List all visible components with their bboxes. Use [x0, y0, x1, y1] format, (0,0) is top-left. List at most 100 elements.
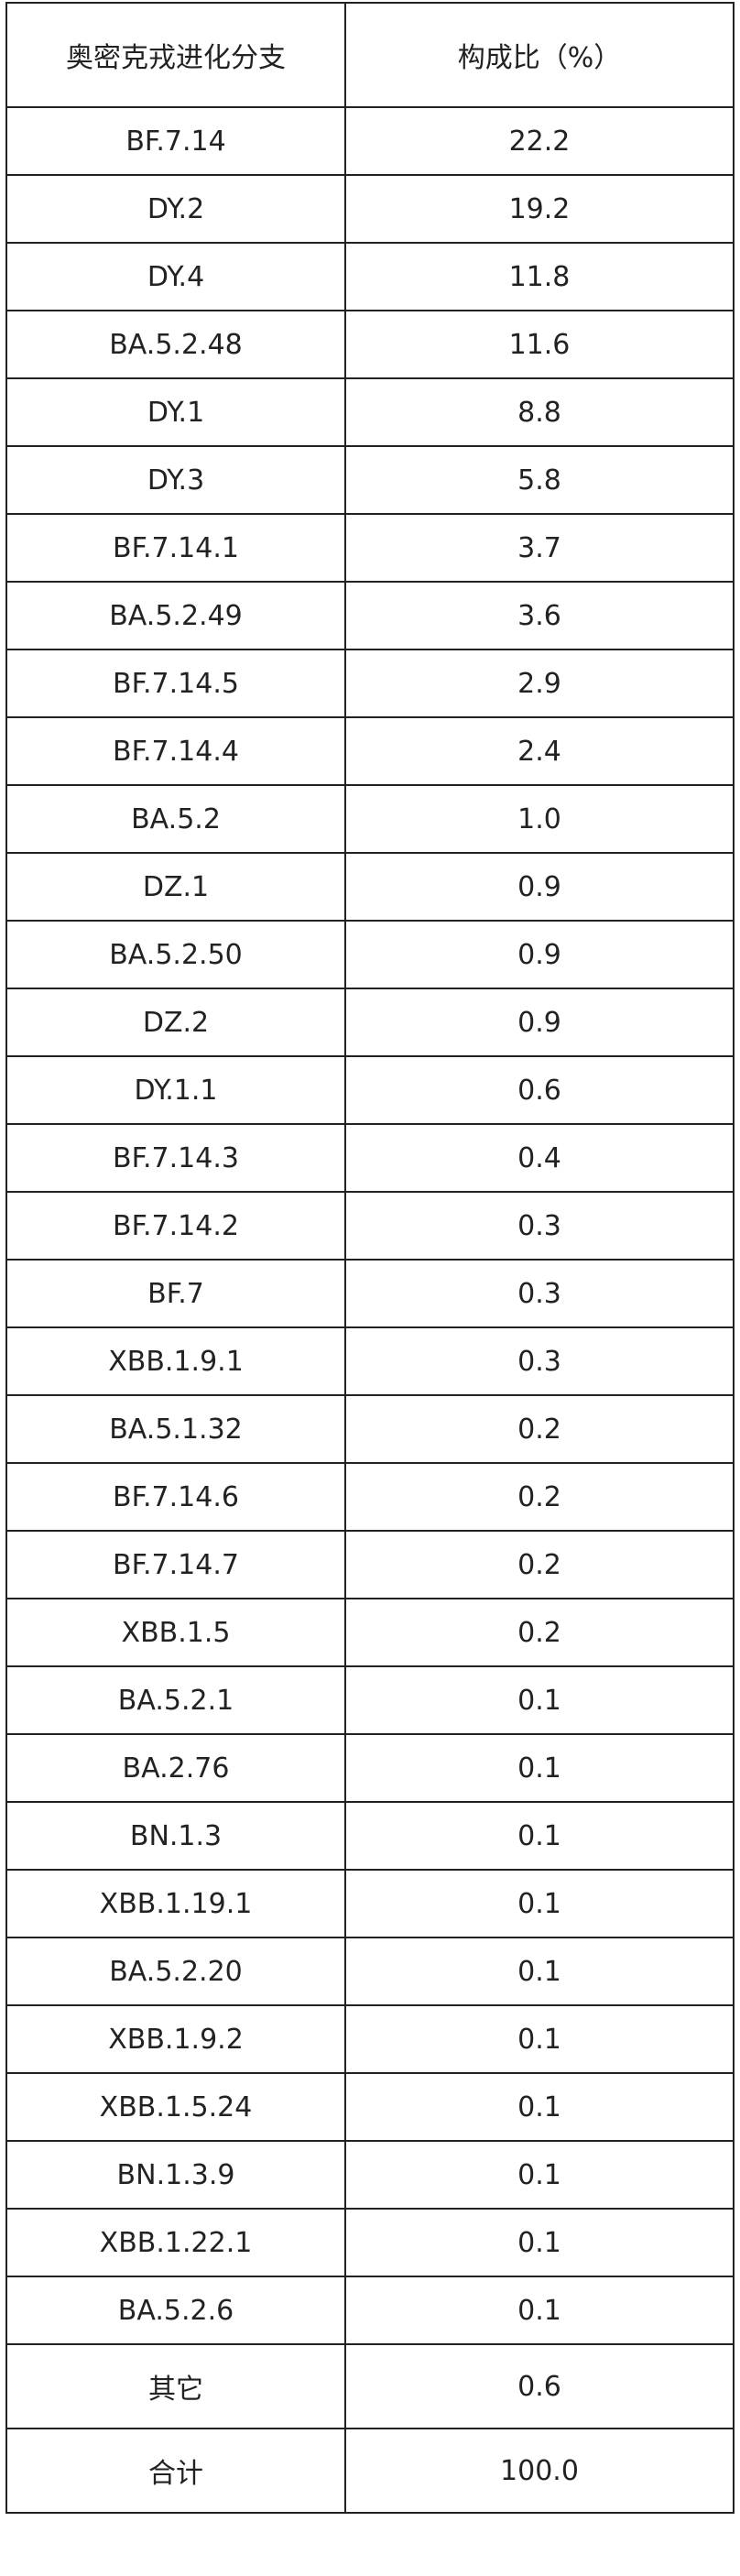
share-cell: 0.2: [344, 1394, 735, 1464]
lineage-cell: DY.1.1: [5, 1055, 346, 1125]
lineage-cell: BA.5.2.48: [5, 310, 346, 379]
table-row: BA.5.2.1 0.1: [5, 1665, 735, 1735]
lineage-cell: BA.5.2.20: [5, 1937, 346, 2006]
table-row: BF.7.14.7 0.2: [5, 1530, 735, 1599]
table-row: BA.5.2.20 0.1: [5, 1937, 735, 2006]
table-row: 其它 0.6: [5, 2343, 735, 2429]
table-row: BF.7.14.4 2.4: [5, 716, 735, 786]
share-cell: 0.3: [344, 1259, 735, 1328]
share-cell: 0.6: [344, 1055, 735, 1125]
lineage-cell: XBB.1.9.1: [5, 1326, 346, 1396]
share-cell: 0.3: [344, 1326, 735, 1396]
share-cell: 11.8: [344, 242, 735, 311]
lineage-cell: XBB.1.22.1: [5, 2208, 346, 2277]
lineage-cell: BA.5.2.6: [5, 2276, 346, 2345]
lineage-cell: BA.5.2.50: [5, 920, 346, 989]
share-cell: 22.2: [344, 106, 735, 176]
table-row: XBB.1.5 0.2: [5, 1598, 735, 1667]
share-cell: 0.6: [344, 2343, 735, 2429]
lineage-cell: BF.7.14.5: [5, 649, 346, 718]
lineage-cell: DZ.2: [5, 988, 346, 1057]
table-row: BN.1.3.9 0.1: [5, 2140, 735, 2210]
share-cell: 0.1: [344, 2004, 735, 2074]
share-cell: 0.9: [344, 920, 735, 989]
share-cell: 1.0: [344, 784, 735, 854]
lineage-cell: BF.7: [5, 1259, 346, 1328]
table-row: 合计 100.0: [5, 2428, 735, 2514]
table-row: XBB.1.5.24 0.1: [5, 2072, 735, 2142]
share-cell: 0.3: [344, 1191, 735, 1261]
table-row: BA.5.1.32 0.2: [5, 1394, 735, 1464]
data-table: 奥密克戎进化分支 构成比（%） BF.7.14 22.2 DY.2 19.2 DY.4 11…: [5, 2, 735, 2514]
share-cell: 8.8: [344, 377, 735, 447]
share-cell: 0.2: [344, 1462, 735, 1532]
share-cell: 0.9: [344, 852, 735, 922]
share-cell: 11.6: [344, 310, 735, 379]
share-cell: 0.4: [344, 1123, 735, 1193]
share-cell: 0.2: [344, 1598, 735, 1667]
lineage-cell: BN.1.3.9: [5, 2140, 346, 2210]
share-cell: 0.1: [344, 2140, 735, 2210]
lineage-cell: DY.1: [5, 377, 346, 447]
lineage-cell: XBB.1.19.1: [5, 1869, 346, 1938]
table-row: BA.5.2.50 0.9: [5, 920, 735, 989]
share-cell: 0.1: [344, 1665, 735, 1735]
share-cell: 3.6: [344, 581, 735, 650]
share-cell: 0.1: [344, 2276, 735, 2345]
lineage-cell: BF.7.14.3: [5, 1123, 346, 1193]
table-row: BN.1.3 0.1: [5, 1801, 735, 1871]
lineage-cell: BA.5.2.1: [5, 1665, 346, 1735]
table-row: BF.7 0.3: [5, 1259, 735, 1328]
lineage-cell: BA.5.2: [5, 784, 346, 854]
table-row: XBB.1.22.1 0.1: [5, 2208, 735, 2277]
lineage-cell: BF.7.14.1: [5, 513, 346, 583]
lineage-cell: DY.2: [5, 174, 346, 244]
share-cell: 3.7: [344, 513, 735, 583]
lineage-cell: DY.3: [5, 445, 346, 515]
share-cell: 0.2: [344, 1530, 735, 1599]
table-row: XBB.1.9.2 0.1: [5, 2004, 735, 2074]
header-cell: 奥密克戎进化分支: [5, 2, 346, 108]
share-cell: 2.4: [344, 716, 735, 786]
lineage-cell: 合计: [5, 2428, 346, 2514]
lineage-cell: BF.7.14.7: [5, 1530, 346, 1599]
share-cell: 0.1: [344, 1937, 735, 2006]
table-row: DZ.1 0.9: [5, 852, 735, 922]
header-row: 奥密克戎进化分支 构成比（%）: [5, 2, 735, 108]
lineage-cell: BA.2.76: [5, 1733, 346, 1803]
table-row: BF.7.14.6 0.2: [5, 1462, 735, 1532]
header-cell: 构成比（%）: [344, 2, 735, 108]
lineage-cell: BF.7.14.4: [5, 716, 346, 786]
table-row: XBB.1.19.1 0.1: [5, 1869, 735, 1938]
table-row: BF.7.14.1 3.7: [5, 513, 735, 583]
lineage-cell: 其它: [5, 2343, 346, 2429]
table-row: DY.4 11.8: [5, 242, 735, 311]
table-row: BA.5.2.48 11.6: [5, 310, 735, 379]
table-row: BF.7.14.3 0.4: [5, 1123, 735, 1193]
table-row: DY.2 19.2: [5, 174, 735, 244]
share-cell: 100.0: [344, 2428, 735, 2514]
table-row: BF.7.14 22.2: [5, 106, 735, 176]
lineage-cell: BN.1.3: [5, 1801, 346, 1871]
lineage-cell: BF.7.14.6: [5, 1462, 346, 1532]
lineage-cell: BA.5.1.32: [5, 1394, 346, 1464]
share-cell: 0.1: [344, 2208, 735, 2277]
lineage-cell: DZ.1: [5, 852, 346, 922]
share-cell: 0.1: [344, 1733, 735, 1803]
table-row: BA.5.2 1.0: [5, 784, 735, 854]
lineage-cell: XBB.1.5: [5, 1598, 346, 1667]
share-cell: 2.9: [344, 649, 735, 718]
share-cell: 0.1: [344, 1869, 735, 1938]
share-cell: 5.8: [344, 445, 735, 515]
lineage-cell: DY.4: [5, 242, 346, 311]
share-cell: 0.1: [344, 2072, 735, 2142]
lineage-cell: BF.7.14: [5, 106, 346, 176]
table-row: BA.2.76 0.1: [5, 1733, 735, 1803]
share-cell: 19.2: [344, 174, 735, 244]
lineage-cell: BA.5.2.49: [5, 581, 346, 650]
table-row: DY.3 5.8: [5, 445, 735, 515]
lineage-cell: XBB.1.5.24: [5, 2072, 346, 2142]
table-row: BF.7.14.5 2.9: [5, 649, 735, 718]
lineage-cell: BF.7.14.2: [5, 1191, 346, 1261]
